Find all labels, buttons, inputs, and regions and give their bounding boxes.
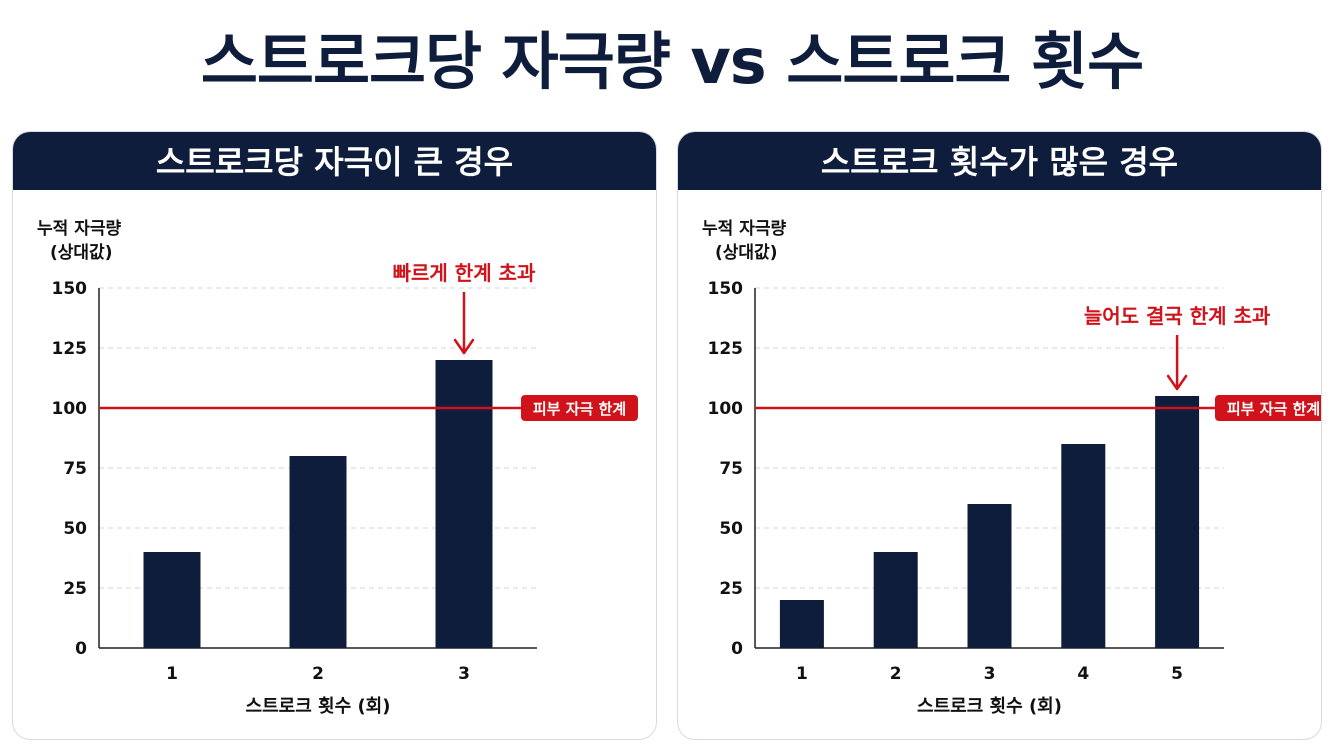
x-tick-label: 1 [166, 664, 178, 684]
page-title: 스트로크당 자극량 vs 스트로크 횟수 [200, 25, 1144, 98]
annotation-label: 빠르게 한계 초과 [393, 261, 536, 285]
y-tick-label: 100 [708, 399, 744, 419]
threshold-label-box [1215, 395, 1321, 421]
bar [779, 600, 824, 648]
threshold-label: 피부 자극 한계 [533, 400, 626, 418]
y-tick-label: 125 [52, 339, 88, 359]
bar [289, 456, 347, 648]
y-tick-label: 0 [731, 639, 743, 659]
threshold-label: 피부 자극 한계 [1227, 400, 1320, 418]
annotation-arrow-head [1166, 374, 1188, 391]
y-axis-title: (상대값) [715, 243, 777, 263]
chart-panel-many-strokes: 누적 자극량 (상대값) 0 25 50 75 100 125 150 1 2 3 4 5 피부 자극 한계… [677, 131, 1322, 740]
annotation-arrow-head [453, 338, 475, 355]
bar [1155, 396, 1200, 648]
y-tick-label: 150 [52, 279, 88, 299]
bar [1061, 444, 1106, 648]
y-tick-label: 75 [719, 459, 743, 479]
bar-chart-many-strokes: 누적 자극량 (상대값) 0 25 50 75 100 125 150 1 2 3 4 5 피부 자극 한계… [702, 219, 1321, 717]
x-axis-title: 스트로크 횟수 (회) [246, 696, 391, 717]
y-tick-label: 50 [63, 519, 87, 539]
y-axis-title: 누적 자극량 [37, 219, 121, 239]
x-tick-label: 2 [890, 664, 902, 684]
y-tick-label: 125 [708, 339, 744, 359]
annotation-label: 늘어도 결국 한계 초과 [1084, 304, 1271, 328]
x-axis-title: 스트로크 횟수 (회) [917, 696, 1062, 717]
chart-title: 스트로크당 자극이 큰 경우 [13, 132, 656, 190]
x-tick-label: 3 [984, 664, 996, 684]
y-tick-label: 50 [719, 519, 743, 539]
x-tick-label: 3 [458, 664, 470, 684]
chart-title: 스트로크 횟수가 많은 경우 [678, 132, 1321, 190]
bar-chart-large-stimulus: 누적 자극량 (상대값) 0 25 50 75 100 125 150 1 2 3 피부 자극 한계 빠르… [37, 219, 638, 717]
bar [435, 360, 493, 648]
y-tick-label: 0 [75, 639, 87, 659]
y-axis-title: (상대값) [50, 243, 112, 263]
x-tick-label: 4 [1077, 664, 1089, 684]
x-tick-label: 5 [1171, 664, 1183, 684]
bar [873, 552, 918, 648]
y-tick-label: 100 [52, 399, 88, 419]
chart-panel-large-stimulus: 누적 자극량 (상대값) 0 25 50 75 100 125 150 1 2 3 피부 자극 한계 빠르… [12, 131, 657, 740]
y-tick-label: 25 [63, 579, 87, 599]
bar [143, 552, 201, 648]
y-tick-label: 25 [719, 579, 743, 599]
bar [967, 504, 1012, 648]
x-tick-label: 1 [796, 664, 808, 684]
y-axis-title: 누적 자극량 [702, 219, 786, 239]
x-tick-label: 2 [312, 664, 324, 684]
y-tick-label: 75 [63, 459, 87, 479]
threshold-label-box [521, 395, 638, 421]
y-tick-label: 150 [708, 279, 744, 299]
